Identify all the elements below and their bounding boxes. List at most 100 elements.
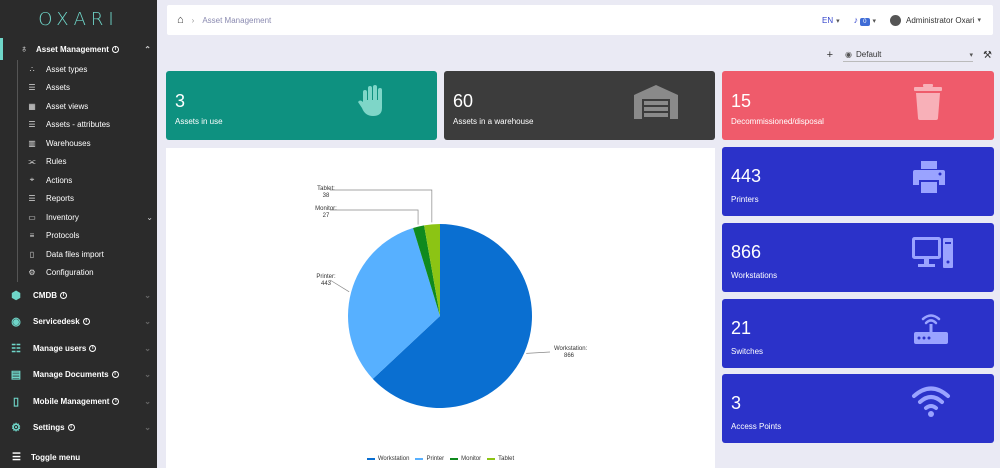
pie-slice-monitor[interactable] (413, 225, 440, 316)
language-label: EN (822, 15, 834, 25)
chart-panel: Workstation: 866 Printer: 443 Monitor: 27 Tabl… (166, 148, 715, 468)
slice-label-value: 27 (323, 213, 330, 219)
toggle-menu-button[interactable]: ☰ Toggle menu (0, 446, 157, 468)
pie-slice-workstation[interactable] (372, 224, 532, 408)
submenu: ∴ Asset types ☰ Assets ▦ Asset views ☰ Asset… (17, 60, 157, 282)
sidebar-item-asset-types[interactable]: ∴ Asset types (18, 60, 157, 79)
sidebar-item-label: Asset types (46, 64, 88, 74)
sidebar-item-label: Mobile Management (33, 396, 110, 406)
sidebar-item-asset-views[interactable]: ▦ Asset views (18, 97, 157, 116)
chevron-down-icon: ⌄ (144, 423, 151, 433)
card-value: 443 (731, 166, 762, 186)
user-menu[interactable]: Administrator Oxari ▾ (890, 14, 981, 26)
sidebar-item-protocols[interactable]: ≡ Protocols (18, 227, 157, 246)
sidebar-item-configuration[interactable]: ⚙ Configuration (18, 264, 157, 283)
sidebar-item-label: Manage Documents (33, 370, 109, 380)
building-icon: ▥ (28, 138, 36, 148)
sidebar-item-assets[interactable]: ☰ Assets (18, 79, 157, 98)
sidebar-item-inventory[interactable]: ▭ Inventory ⌄ (18, 208, 157, 227)
topbar-right: EN ▾ ♪ 0 ▾ Administrator Oxari ▾ (822, 5, 981, 35)
cmdb-icon: ⬢ (11, 289, 21, 302)
card-assets-in-warehouse[interactable]: 60 Assets in a warehouse (444, 71, 715, 140)
info-icon: i (111, 371, 119, 379)
chevron-down-icon: ⌄ (146, 212, 153, 222)
card-label: Printers (731, 195, 759, 204)
legend-item-tablet[interactable]: Tablet (487, 456, 514, 462)
legend-swatch (450, 458, 459, 460)
pie-slice-tablet[interactable] (424, 224, 440, 316)
chevron-down-icon: ▾ (872, 17, 877, 25)
inventory-icon: ▭ (28, 212, 36, 222)
chevron-down-icon: ⌄ (144, 317, 151, 327)
sidebar-item-label: Data files import (46, 249, 104, 259)
file-icon: ▯ (29, 249, 35, 259)
sidebar-item-mobile-management[interactable]: ▯ Mobile Management i ⌄ (0, 388, 157, 415)
sidebar-item-manage-users[interactable]: ☷ Manage users i ⌄ (0, 335, 157, 362)
home-icon[interactable]: ⌂ (177, 14, 184, 26)
legend-label: Workstation (377, 456, 410, 462)
card-access-points[interactable]: 3 Access Points (722, 374, 994, 443)
sidebar-item-data-files-import[interactable]: ▯ Data files import (18, 245, 157, 264)
sidebar-item-label: CMDB (33, 290, 57, 300)
slice-label-name: Printer: (316, 274, 336, 280)
chevron-down-icon: ⌄ (144, 290, 151, 300)
toggle-menu-label: Toggle menu (30, 452, 81, 462)
wrench-icon[interactable]: ⚒ (983, 49, 992, 61)
language-selector[interactable]: EN ▾ (822, 16, 840, 25)
gear-icon: ⚙ (28, 268, 36, 278)
card-assets-in-use[interactable]: 3 Assets in use (166, 71, 437, 140)
sidebar-item-reports[interactable]: ☰ Reports (18, 190, 157, 209)
sidebar-item-asset-management[interactable]: ♁ Asset Management i ⌃ (0, 38, 157, 60)
crosshair-icon: ⌖ (29, 175, 35, 185)
sidebar-item-label: Assets - attributes (46, 120, 111, 130)
card-decommissioned[interactable]: 15 Decommissioned/disposal (722, 71, 994, 140)
sidebar-item-label: Assets (46, 83, 71, 93)
dashboard-toolbar: + ◉ Default ▾ ⚒ (827, 48, 992, 62)
sidebar-item-rules[interactable]: ⫘ Rules (18, 153, 157, 172)
card-value: 21 (731, 318, 752, 338)
sidebar-item-cmdb[interactable]: ⬢ CMDB i ⌄ (0, 282, 157, 309)
sidebar-item-servicedesk[interactable]: ◉ Servicedesk i ⌄ (0, 309, 157, 336)
eye-icon: ◉ (845, 50, 853, 59)
label-leader-line (526, 351, 551, 354)
breadcrumb-separator: › (191, 15, 195, 25)
card-value: 3 (175, 91, 186, 111)
topbar: ⌂ › Asset Management EN ▾ ♪ 0 ▾ Administrat… (167, 5, 993, 35)
card-printers[interactable]: 443 Printers (722, 147, 994, 216)
legend-swatch (366, 458, 375, 460)
slice-label-value: 38 (323, 193, 330, 199)
pie-slice-printer[interactable] (348, 228, 440, 379)
desktop-icon (912, 237, 953, 268)
card-workstations[interactable]: 866 Workstations (722, 223, 994, 292)
notifications-button[interactable]: ♪ 0 ▾ (854, 15, 876, 26)
info-icon: i (112, 397, 120, 405)
sidebar-item-label: Asset views (46, 101, 89, 111)
info-icon: i (67, 424, 75, 432)
menu-icon: ☰ (12, 451, 21, 463)
breadcrumb[interactable]: Asset Management (202, 15, 272, 25)
add-button[interactable]: + (826, 49, 834, 61)
gear-icon: ⚙ (11, 422, 21, 435)
sidebar-item-actions[interactable]: ⌖ Actions (18, 171, 157, 190)
slice-label-name: Tablet: (317, 186, 335, 192)
card-label: Decommissioned/disposal (731, 117, 824, 126)
sidebar-item-assets-attributes[interactable]: ☰ Assets - attributes (18, 116, 157, 135)
warehouse-icon (634, 85, 678, 119)
legend-item-monitor[interactable]: Monitor (450, 456, 481, 462)
sidebar-item-label: Rules (46, 157, 67, 167)
user-name: Administrator Oxari (906, 15, 975, 25)
sidebar-item-label: Warehouses (46, 138, 91, 148)
legend-item-printer[interactable]: Printer (415, 456, 444, 462)
legend-item-workstation[interactable]: Workstation (366, 456, 410, 462)
notification-count: 0 (860, 17, 870, 26)
info-icon: i (60, 291, 67, 299)
sidebar-item-settings[interactable]: ⚙ Settings i ⌄ (0, 415, 157, 442)
sidebar-item-warehouses[interactable]: ▥ Warehouses (18, 134, 157, 153)
documents-icon: ▤ (10, 369, 22, 382)
card-switches[interactable]: 21 Switches (722, 299, 994, 368)
trash-icon (914, 84, 942, 120)
legend-swatch (415, 458, 424, 460)
view-select[interactable]: ◉ Default ▾ (843, 48, 974, 62)
sidebar-item-manage-documents[interactable]: ▤ Manage Documents i ⌄ (0, 362, 157, 389)
pie-chart: Workstation:866 Printer:443 Monitor:27 Tabl… (315, 186, 588, 408)
